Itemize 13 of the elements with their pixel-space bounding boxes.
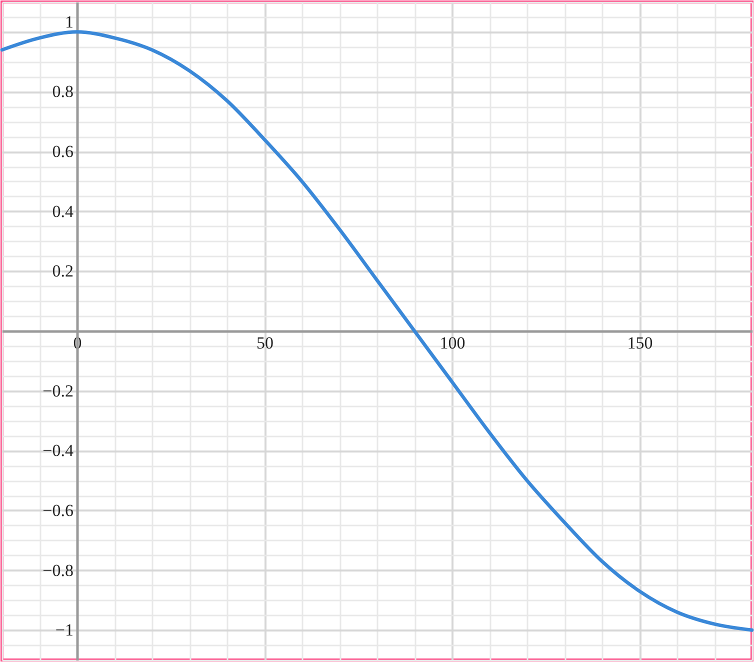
x-tick-label: 100 [440,334,466,352]
y-tick-label: 0.6 [52,142,74,162]
y-tick-label: −1 [55,620,74,640]
y-tick-label: −0.4 [42,441,74,460]
y-tick-label: 0.2 [52,262,74,281]
y-tick-label: −0.8 [42,560,74,580]
y-tick-label: 0.4 [52,202,74,221]
y-tick-label: 0.8 [52,82,74,102]
y-tick-label: −0.6 [42,500,74,520]
y-tick-label: −0.2 [42,381,74,400]
x-tick-label: 50 [256,334,274,352]
y-tick-label: 1 [65,12,74,32]
x-tick-label: 150 [627,334,653,352]
